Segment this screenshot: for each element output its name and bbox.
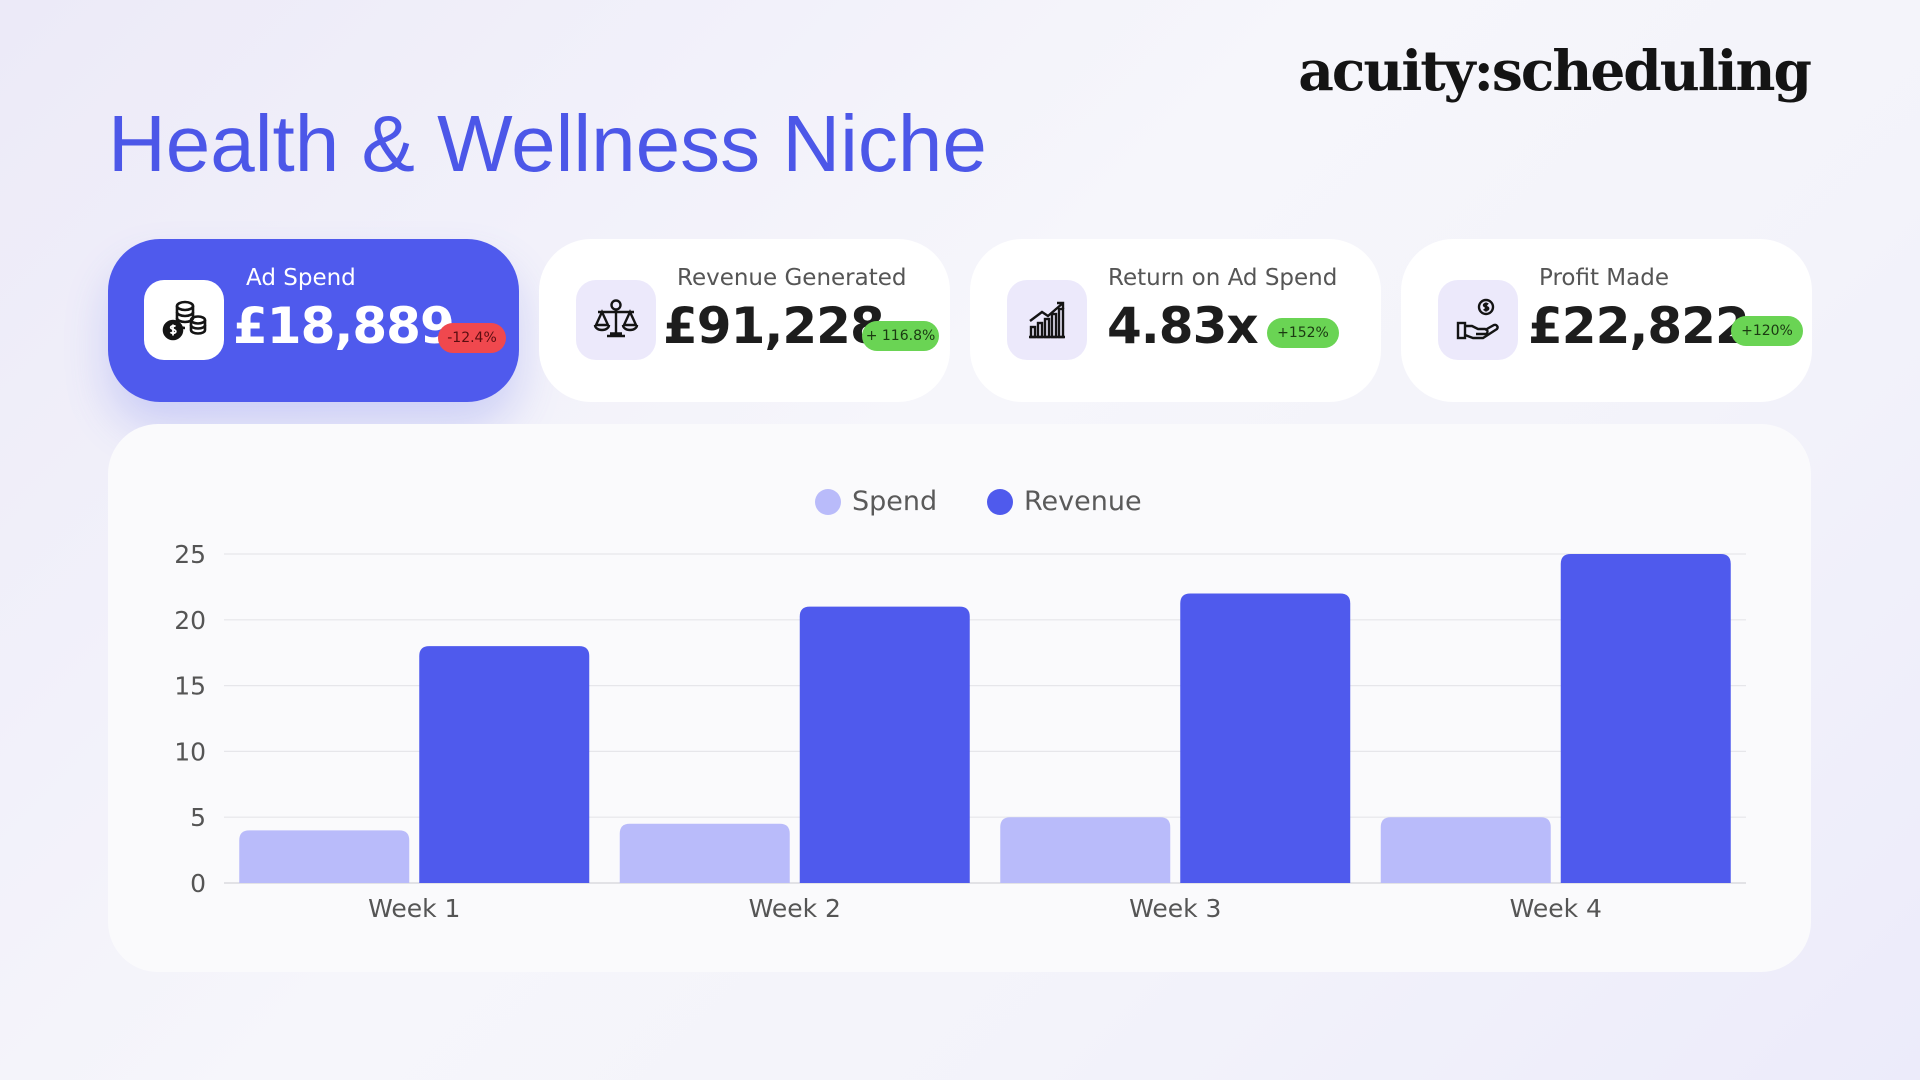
bar-spend [619,823,790,883]
x-tick-label: Week 4 [1510,894,1602,923]
card-value: £22,822 [1528,297,1750,355]
bar-revenue [419,646,590,883]
card-value: £91,228 [663,297,885,355]
bar-spend [239,830,410,883]
scales-icon [576,280,656,360]
bar-revenue [1180,593,1351,883]
card-value: £18,889 [233,297,455,355]
card-label: Return on Ad Spend [1108,265,1338,291]
x-tick-label: Week 3 [1129,894,1221,923]
legend-spend[interactable]: Spend [815,486,937,517]
growth-chart-icon [1007,280,1087,360]
brand-logo: acuity:scheduling [1298,38,1812,103]
page-title: Health & Wellness Niche [108,99,987,188]
coins-icon [144,280,224,360]
card-label: Ad Spend [246,265,356,291]
y-tick-label: 20 [174,606,206,635]
y-tick-label: 5 [190,803,206,832]
bar-chart: 0 5 10 15 20 25 Week 1 Week 2 Week 3 Week 4 [174,540,1746,923]
bar-revenue [799,606,970,883]
y-tick-label: 0 [190,869,206,898]
trend-badge: + 116.8% [862,321,939,351]
card-label: Profit Made [1539,265,1669,291]
legend-swatch-spend [815,488,841,515]
bar-spend [1380,817,1551,883]
bar-spend [1000,817,1171,883]
legend-label-revenue: Revenue [1024,486,1142,517]
bar-revenue [1560,554,1731,883]
trend-badge: -12.4% [438,323,506,353]
x-tick-label: Week 2 [749,894,841,923]
legend-label-spend: Spend [852,486,938,517]
y-tick-label: 25 [174,540,206,569]
card-value: 4.83x [1107,297,1259,355]
legend-revenue[interactable]: Revenue [987,486,1142,517]
chart-panel: Spend Revenue 0 5 10 15 20 25 Week 1 Week 2 Week… [108,424,1811,972]
revenue-generated-card[interactable]: Revenue Generated £91,228 + 116.8% [539,239,950,402]
y-tick-label: 10 [174,737,206,766]
profit-made-card[interactable]: Profit Made £22,822 +120% [1401,239,1812,402]
roas-card[interactable]: Return on Ad Spend 4.83x +152% [970,239,1381,402]
trend-badge: +120% [1731,316,1803,346]
y-tick-label: 15 [174,672,206,701]
legend-swatch-revenue [987,488,1013,515]
card-label: Revenue Generated [677,265,907,291]
x-tick-label: Week 1 [368,894,460,923]
hand-money-icon [1438,280,1518,360]
trend-badge: +152% [1267,318,1339,348]
ad-spend-card[interactable]: Ad Spend £18,889 -12.4% [108,239,519,402]
